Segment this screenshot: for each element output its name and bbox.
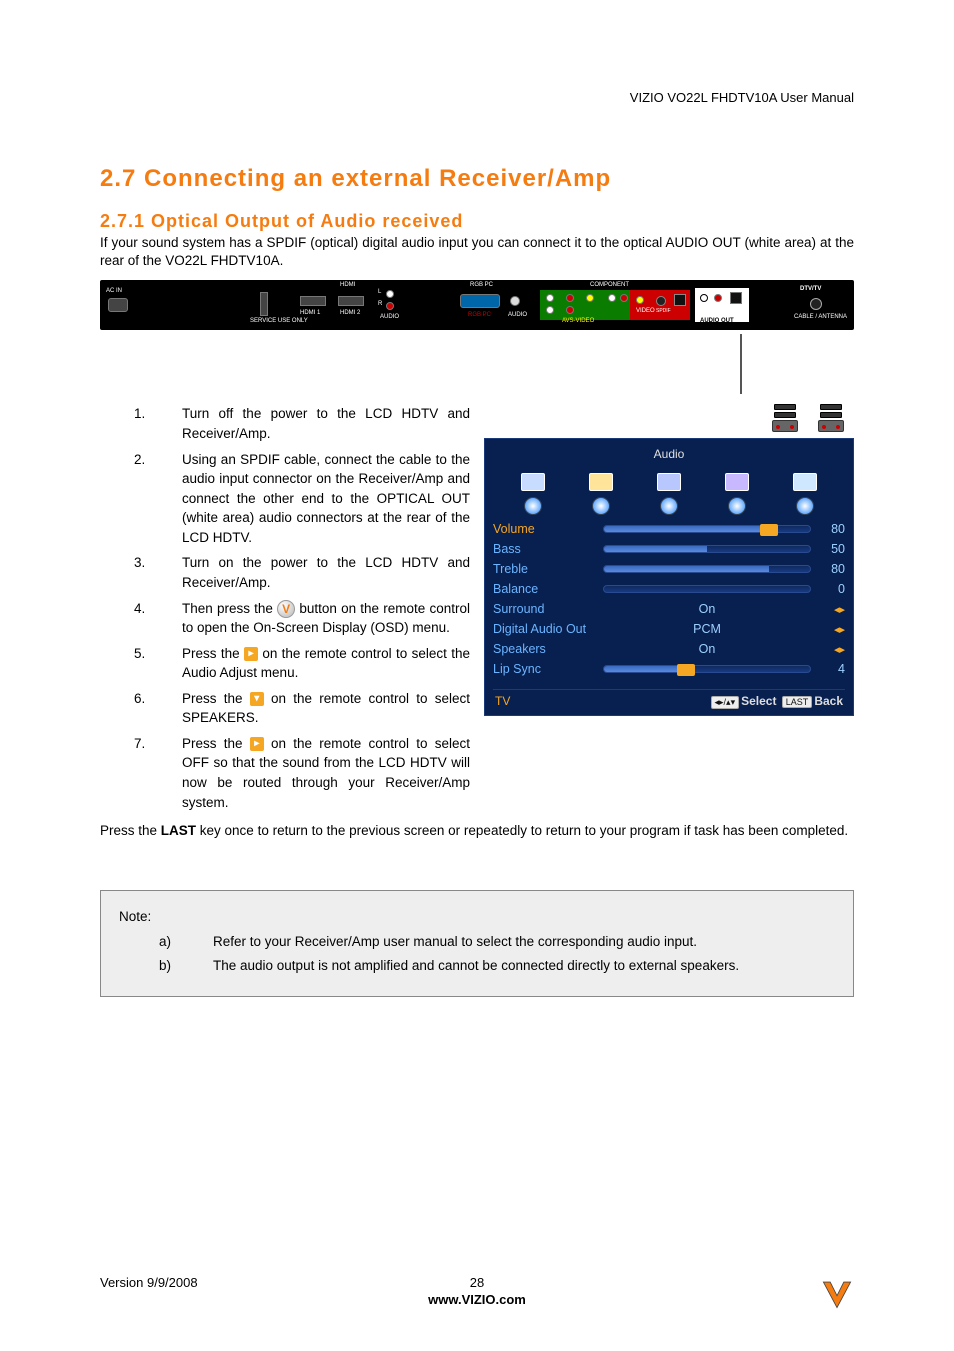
port-label: R [378,301,382,307]
note-item: a)Refer to your Receiver/Amp user manual… [159,930,835,954]
note-heading: Note: [119,905,835,929]
osd-setting-row: Bass50 [493,539,845,559]
note-box: Note: a)Refer to your Receiver/Amp user … [100,890,854,997]
osd-setting-row: Digital Audio OutPCM◂▸ [493,619,845,639]
port-label: SERVICE USE ONLY [250,318,308,324]
arrow-button-icon: ▸ [250,737,264,751]
port-label: DTV/TV [800,286,821,292]
port-label: AUDIO [380,314,399,320]
osd-footer: TV ◂▸/▴▾Select LASTBack [493,689,845,709]
rear-ports-diagram: AC IN SERVICE USE ONLY HDMI HDMI 1 HDMI … [100,280,854,330]
steps-list: 1.Turn off the power to the LCD HDTV and… [100,404,470,812]
osd-setting-row: SurroundOn◂▸ [493,599,845,619]
footer-page-number: 28 [100,1275,854,1290]
port-label: RGB PC [468,312,491,318]
port-label: AUDIO OUT [700,318,734,324]
note-item: b)The audio output is not amplified and … [159,954,835,978]
osd-source: TV [495,694,510,709]
receiver-amp-graphic [484,404,854,432]
osd-category-icons [493,469,845,519]
page-footer: Version 9/9/2008 28 www.VIZIO.com [100,1275,854,1307]
osd-setting-label: Volume [493,522,603,536]
port-label: VIDEO [636,308,655,314]
menu-button-icon: V [277,600,295,618]
subsection-heading: 2.7.1 Optical Output of Audio received [100,211,854,232]
port-label: CABLE / ANTENNA [794,314,847,320]
osd-setting-row: Balance0 [493,579,845,599]
port-label: AUDIO [508,312,527,318]
osd-menu: Audio Volume80Bass50Treble80Balance0Surr… [484,438,854,716]
osd-setting-label: Digital Audio Out [493,622,603,636]
osd-setting-row: Treble80 [493,559,845,579]
step-item: 3.Turn on the power to the LCD HDTV and … [134,553,470,592]
osd-setting-row: SpeakersOn◂▸ [493,639,845,659]
port-label: COMPONENT [590,282,629,288]
step-item: 7.Press the ▸ on the remote control to s… [134,734,470,812]
osd-setting-label: Speakers [493,642,603,656]
port-label: AC IN [106,288,122,294]
osd-setting-row: Lip Sync4 [493,659,845,679]
osd-setting-row: Volume80 [493,519,845,539]
port-label: HDMI 1 [300,310,320,316]
arrow-button-icon: ▸ [244,647,258,661]
osd-setting-label: Lip Sync [493,662,603,676]
arrow-button-icon: ▾ [250,692,264,706]
port-label: SPDIF [656,308,671,314]
osd-setting-label: Bass [493,542,603,556]
port-label: AVS-VIDEO [562,318,594,324]
port-label: HDMI [340,282,355,288]
doc-title: VIZIO VO22L FHDTV10A User Manual [100,90,854,105]
port-label: HDMI 2 [340,310,360,316]
port-label: L [378,289,381,295]
osd-footer-keys: ◂▸/▴▾Select LASTBack [709,694,843,709]
osd-setting-label: Surround [493,602,603,616]
osd-title: Audio [493,445,845,469]
after-steps-paragraph: Press the LAST key once to return to the… [100,822,854,840]
step-item: 2.Using an SPDIF cable, connect the cabl… [134,450,470,548]
intro-paragraph: If your sound system has a SPDIF (optica… [100,234,854,270]
step-item: 4.Then press the V button on the remote … [134,599,470,638]
port-label: RGB PC [470,282,493,288]
osd-setting-label: Treble [493,562,603,576]
osd-setting-label: Balance [493,582,603,596]
vizio-logo-icon [820,1277,854,1311]
step-item: 6.Press the ▾ on the remote control to s… [134,689,470,728]
step-item: 5.Press the ▸ on the remote control to s… [134,644,470,683]
section-heading: 2.7 Connecting an external Receiver/Amp [100,165,854,193]
cable-drop-graphic [100,334,854,404]
footer-url: www.VIZIO.com [100,1292,854,1307]
step-item: 1.Turn off the power to the LCD HDTV and… [134,404,470,443]
